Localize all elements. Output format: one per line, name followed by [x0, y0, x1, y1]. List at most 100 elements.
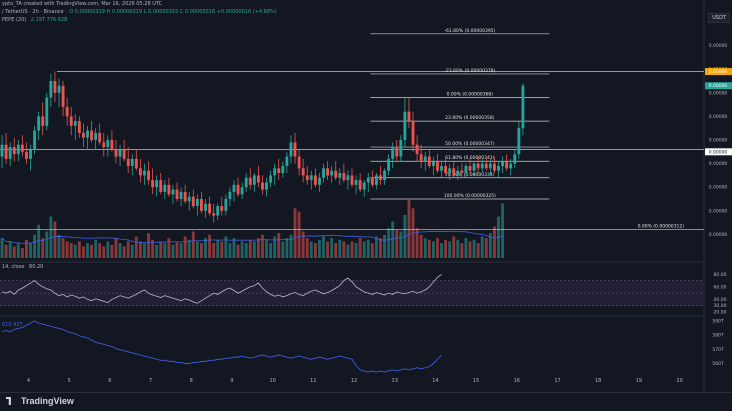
candle-body [73, 121, 77, 126]
candle-body [358, 180, 362, 190]
volume-bar [391, 221, 395, 258]
volume-bar [45, 231, 49, 258]
candle-body [102, 142, 106, 148]
volume-bar [12, 246, 16, 258]
candle-body [33, 130, 37, 150]
candle-body [427, 156, 431, 166]
volume-bar [20, 248, 24, 258]
fibonacci-retracement[interactable]: -61.80% (0.00000395) -23.60% (0.00000378)… [370, 28, 550, 200]
candle-body [338, 173, 342, 178]
volume-bar [448, 241, 452, 258]
volume-bar [277, 233, 281, 258]
volume-bar [256, 238, 260, 258]
volume-bar [130, 244, 134, 258]
volume-bar [423, 238, 427, 258]
candle-body [155, 180, 159, 188]
volume-bar [366, 239, 370, 258]
volume-bar [338, 239, 342, 258]
candle-body [383, 170, 386, 181]
volume-bar [313, 243, 317, 258]
obv-tick-label: 580T [712, 333, 724, 339]
price-badge-label: 0.00000 [709, 69, 728, 75]
candle-body [289, 142, 293, 157]
price-axis: 0.000000.000000.000000.000000.000000.000… [705, 43, 732, 238]
candle-body [342, 173, 346, 181]
volume-bar [151, 239, 155, 258]
volume-bar [297, 211, 301, 258]
volume-bar [501, 203, 504, 258]
rsi-tick-label: 20.00 [714, 310, 727, 316]
candle-body [423, 156, 427, 162]
volume-bar [98, 243, 102, 258]
candle-body [484, 163, 488, 169]
tradingview-icon [6, 397, 11, 405]
volume-bar [81, 246, 85, 258]
volume-bar [57, 234, 61, 258]
candle-body [431, 161, 435, 166]
volume-bar [383, 234, 386, 258]
time-tick-label: 10 [269, 378, 275, 384]
price-badge-label: 0.00000 [709, 149, 728, 155]
candle-body [130, 158, 134, 166]
candle-body [220, 206, 224, 211]
volume-bar [493, 226, 496, 258]
volume-bar [16, 243, 20, 258]
candle-body [0, 144, 4, 157]
currency-button[interactable]: USDT [708, 13, 730, 23]
candle-body [362, 182, 366, 190]
volume-bar [90, 244, 93, 258]
candle-body [509, 163, 513, 169]
candle-body [204, 203, 207, 211]
candle-body [171, 189, 175, 195]
candle-body [49, 81, 53, 98]
candle-body [379, 175, 382, 181]
volume-bar [183, 236, 187, 258]
candle-body [407, 111, 411, 122]
volume-bar [37, 224, 41, 258]
volume-bar [436, 238, 439, 258]
candle-body [45, 97, 49, 126]
candle-body [94, 132, 98, 140]
volume-bar [350, 241, 354, 258]
candle-body [313, 175, 317, 185]
obv-tick-label: 560T [712, 361, 724, 367]
candle-body [122, 149, 126, 159]
volume-bar [480, 236, 484, 258]
volume-bar [374, 236, 378, 258]
volume-bar [427, 239, 431, 258]
candle-body [20, 144, 24, 152]
candle-body [501, 161, 504, 166]
candle-body [513, 154, 517, 164]
candle-body [399, 140, 403, 157]
candle-body [224, 199, 228, 211]
volume-bar [456, 239, 460, 258]
price-tick-label: 0.00000 [709, 161, 728, 167]
price-badge [705, 82, 732, 90]
volume-bar [464, 238, 468, 258]
candle-body [269, 175, 273, 183]
candle-body [330, 170, 334, 176]
price-badge [705, 68, 732, 76]
rsi-tick-label: 80.00 [714, 272, 727, 278]
candle-body [134, 158, 138, 169]
candle-body [521, 85, 525, 129]
candle-body [440, 165, 443, 171]
candle-body [448, 168, 452, 174]
volume-bar [362, 241, 366, 258]
candle-body [488, 163, 492, 169]
volume-bar [195, 241, 199, 258]
volume-bar [370, 243, 374, 258]
volume-legend: PEPE (20) 2.19T 776.62B [2, 17, 68, 23]
volume-bar [175, 241, 179, 258]
candle-body [16, 144, 20, 155]
volume-bar [86, 243, 89, 258]
volume-bar [220, 241, 224, 258]
volume-bar [73, 244, 77, 258]
price-tick-label: 0.00000 [709, 114, 728, 120]
volume-bar [118, 243, 122, 258]
candle-body [248, 177, 252, 185]
tradingview-logo[interactable]: TradingView [6, 396, 74, 406]
volume-bar [285, 238, 289, 258]
candle-body [200, 199, 203, 211]
